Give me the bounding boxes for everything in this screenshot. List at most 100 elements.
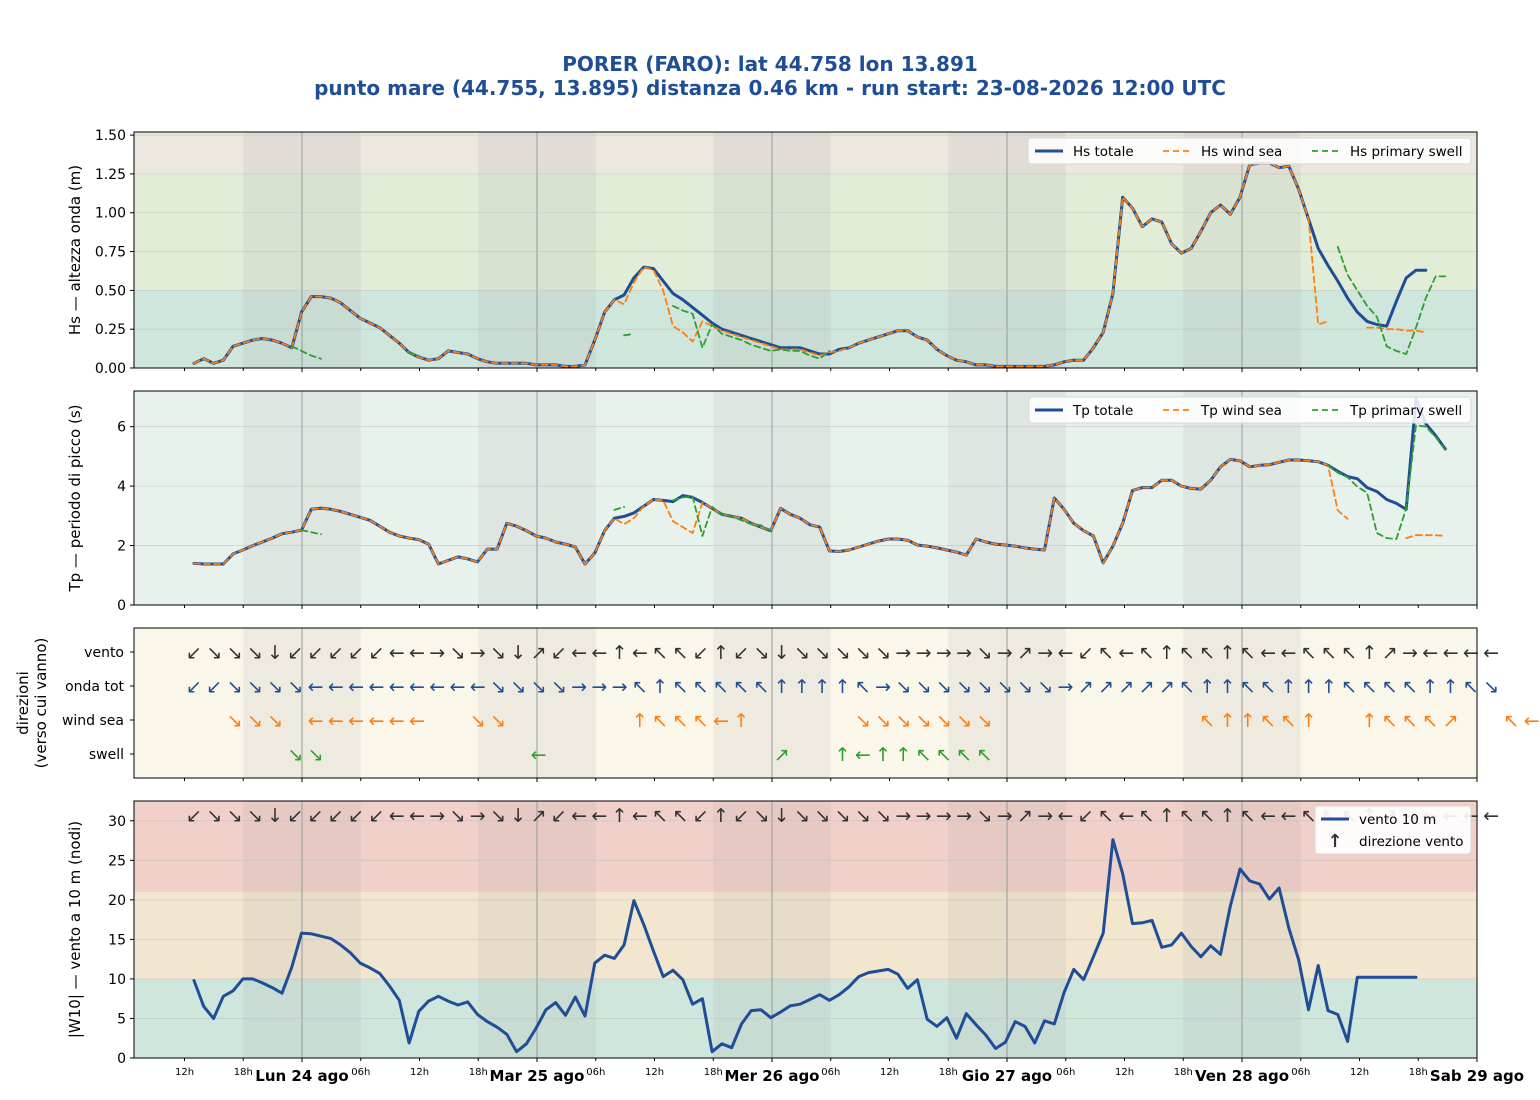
wind-direction-arrow: ←	[632, 805, 648, 827]
wind-direction-arrow: ↘	[976, 805, 992, 827]
direction-arrow: ↑	[733, 710, 749, 732]
direction-arrow: ↖	[1240, 642, 1256, 664]
wind-direction-arrow: ↙	[308, 805, 324, 827]
direction-arrow: ↘	[490, 642, 506, 664]
direction-arrow: ↖	[754, 676, 770, 698]
legend-label: direzione vento	[1359, 834, 1464, 850]
x-tick-label: 06h	[351, 1067, 370, 1078]
wind-direction-arrow: ↖	[652, 805, 668, 827]
direction-arrow: ↘	[247, 710, 263, 732]
direction-arrow: ←	[855, 744, 871, 766]
direction-arrow: ↙	[308, 642, 324, 664]
wind-direction-arrow: ↑	[713, 805, 729, 827]
wind-direction-arrow: ↓	[774, 805, 790, 827]
wind-direction-arrow: →	[470, 805, 486, 827]
legend-label: Tp totale	[1072, 403, 1133, 419]
direction-arrow: ↘	[835, 642, 851, 664]
wind-direction-arrow: ↙	[368, 805, 384, 827]
x-tick-label: 12h	[880, 1067, 899, 1078]
direction-arrow: ↘	[247, 642, 263, 664]
wind-direction-arrow: ↙	[551, 805, 567, 827]
direction-arrow: ↖	[916, 744, 932, 766]
direction-arrow: ↖	[1260, 676, 1276, 698]
direction-arrow: ↑	[1199, 676, 1215, 698]
direction-arrow: ←	[308, 676, 324, 698]
direction-arrow: ↙	[186, 642, 202, 664]
direction-arrow: ↖	[1382, 710, 1398, 732]
wind-direction-arrow: ↙	[348, 805, 364, 827]
direction-arrow: →	[997, 642, 1013, 664]
y-axis-label: Hs — altezza onda (m)	[66, 165, 84, 335]
direction-arrow: ↑	[835, 676, 851, 698]
direction-arrow: ↑	[1321, 676, 1337, 698]
direction-arrow: ↑	[1362, 710, 1378, 732]
wind-direction-arrow: ←	[1118, 805, 1134, 827]
wind-direction-arrow: →	[1037, 805, 1053, 827]
direction-arrow: ↖	[693, 676, 709, 698]
direction-arrow: ↑	[1443, 676, 1459, 698]
legend-label: Tp wind sea	[1200, 403, 1282, 419]
wind-direction-arrow: ↘	[855, 805, 871, 827]
y-tick-label: 0.25	[95, 322, 126, 338]
direction-arrow: ↓	[774, 642, 790, 664]
wind-direction-arrow: ←	[1260, 805, 1276, 827]
x-tick-label: 18h	[1409, 1067, 1428, 1078]
chart-subtitle: punto mare (44.755, 13.895) distanza 0.4…	[314, 76, 1226, 100]
direction-arrow: ←	[1058, 642, 1074, 664]
direction-arrow: ↖	[672, 710, 688, 732]
direction-arrow: ↘	[206, 642, 222, 664]
direction-arrow: ↗	[1382, 642, 1398, 664]
wind-direction-arrow: ↖	[672, 805, 688, 827]
wind-direction-arrow: ↖	[1139, 805, 1155, 827]
direction-arrow: ←	[389, 642, 405, 664]
legend-box	[1314, 805, 1472, 855]
direction-arrow: ↙	[328, 642, 344, 664]
y-axis-label: (verso cui vanno)	[32, 638, 50, 769]
direction-row-label: onda tot	[65, 679, 124, 695]
wind-direction-arrow: ↘	[206, 805, 222, 827]
threshold-band	[134, 801, 1477, 892]
direction-arrow: ↑	[814, 676, 830, 698]
direction-arrow: ↑	[1240, 710, 1256, 732]
direction-arrow: ↙	[287, 642, 303, 664]
direction-arrow: ↘	[976, 642, 992, 664]
wind-direction-arrow: ↓	[510, 805, 526, 827]
x-tick-label: 06h	[1291, 1067, 1310, 1078]
direction-arrow: ↙	[186, 676, 202, 698]
x-tick-label: 06h	[1056, 1067, 1075, 1078]
wind-direction-arrow: ↘	[814, 805, 830, 827]
direction-arrow: →	[571, 676, 587, 698]
direction-arrow: ↖	[1402, 710, 1418, 732]
x-tick-label: 18h	[704, 1067, 723, 1078]
direction-arrow: ↘	[855, 710, 871, 732]
direction-arrow: ←	[1118, 642, 1134, 664]
series-line-total	[192, 161, 1428, 368]
direction-arrow: ↑	[835, 744, 851, 766]
direction-arrow: ↖	[1382, 676, 1398, 698]
direction-arrow: ↖	[1341, 642, 1357, 664]
direction-arrow: →	[916, 642, 932, 664]
y-tick-label: 0	[117, 1051, 126, 1067]
wind-direction-arrow: ↑	[1220, 805, 1236, 827]
direction-arrow: ←	[591, 642, 607, 664]
wind-direction-arrow: ↑	[612, 805, 628, 827]
legend-label: Tp primary swell	[1349, 403, 1462, 419]
x-tick-label: 18h	[939, 1067, 958, 1078]
direction-arrow: ↘	[227, 710, 243, 732]
direction-arrow: ↘	[551, 676, 567, 698]
direction-arrow: ↘	[490, 676, 506, 698]
wind-direction-arrow: ↘	[450, 805, 466, 827]
direction-arrow: ↖	[956, 744, 972, 766]
direction-arrow: ↑	[1220, 642, 1236, 664]
direction-arrow: ←	[429, 676, 445, 698]
series-line-total	[192, 838, 1418, 1054]
y-tick-label: 30	[108, 814, 126, 830]
direction-arrow: ↖	[1240, 676, 1256, 698]
y-tick-label: 10	[108, 972, 126, 988]
direction-arrow: ↖	[1199, 642, 1215, 664]
panel-frame	[133, 390, 1478, 606]
direction-arrow: ↙	[1078, 642, 1094, 664]
direction-arrow: ↘	[308, 744, 324, 766]
y-tick-label: 25	[108, 853, 126, 869]
